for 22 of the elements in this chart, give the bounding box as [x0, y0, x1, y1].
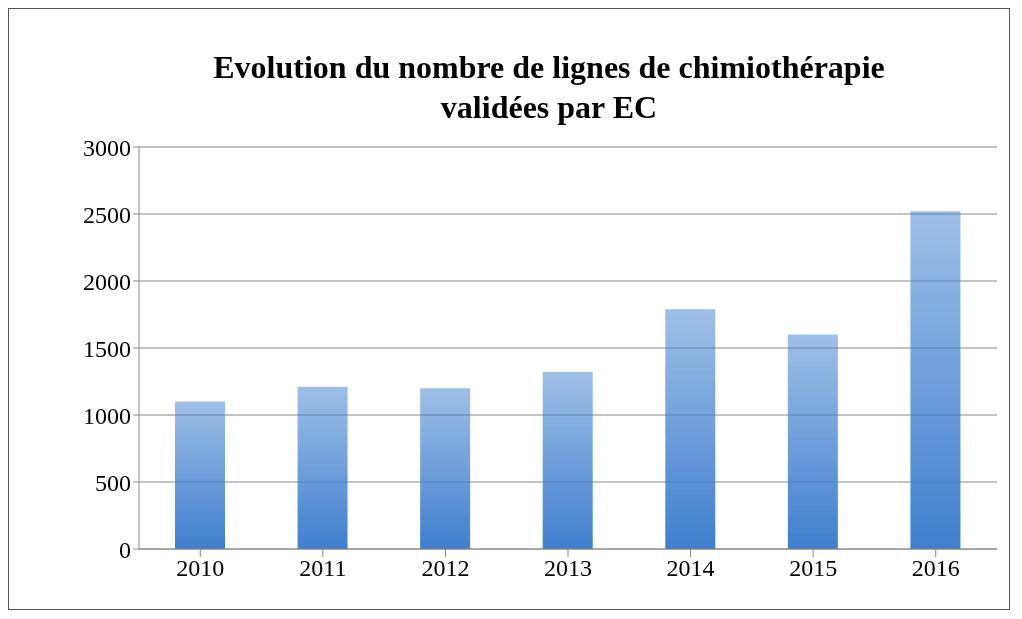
bar	[175, 401, 225, 549]
y-tick-label: 2000	[83, 268, 131, 295]
bar	[420, 388, 471, 549]
y-tick-label: 1000	[83, 402, 131, 429]
x-tick-label: 2014	[666, 555, 715, 582]
y-tick-label: 0	[119, 536, 131, 563]
x-tick-label: 2016	[911, 555, 960, 582]
bar	[787, 334, 838, 549]
bar	[665, 309, 716, 549]
bar	[910, 211, 961, 549]
x-tick-label: 2012	[421, 555, 470, 582]
y-tick-label: 1500	[83, 335, 131, 362]
y-tick-label: 3000	[83, 134, 131, 161]
x-tick-label: 2010	[176, 555, 225, 582]
y-tick-label: 500	[95, 469, 131, 496]
x-tick-label: 2011	[299, 555, 347, 582]
y-tick-label: 2500	[83, 201, 131, 228]
bar	[542, 372, 593, 549]
chart-title: Evolution du nombre de lignes de chimiothérapie validées par EC	[212, 48, 886, 127]
x-tick-label: 2013	[544, 555, 592, 582]
x-tick-label: 2015	[789, 555, 838, 582]
bar	[297, 386, 348, 549]
